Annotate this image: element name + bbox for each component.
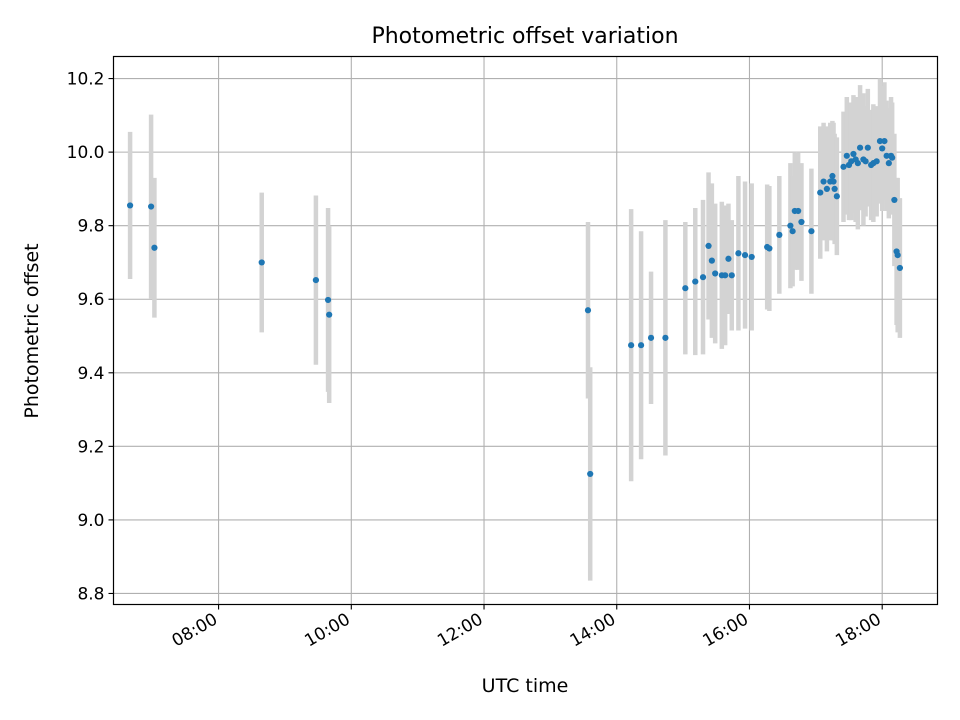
x-axis-ticks: 08:00 10:00 12:00 14:00 16:00 18:00 — [169, 604, 885, 652]
data-point — [682, 285, 689, 292]
data-point — [258, 259, 265, 266]
data-point — [798, 218, 805, 226]
data-point — [843, 152, 850, 159]
data-point — [808, 228, 815, 235]
data-point — [728, 272, 735, 279]
data-point — [708, 257, 715, 264]
data-point — [896, 264, 903, 272]
x-tick-label: 14:00 — [567, 610, 619, 652]
data-point — [856, 144, 864, 151]
data-point — [840, 163, 847, 170]
y-tick-label: 10.0 — [67, 143, 105, 163]
y-tick-label: 10.2 — [67, 70, 105, 90]
data-point — [850, 150, 857, 158]
data-point — [833, 193, 840, 200]
data-point — [854, 160, 861, 167]
data-point — [126, 202, 134, 209]
x-tick-label: 12:00 — [434, 610, 486, 652]
data-point — [885, 160, 892, 167]
data-point — [830, 178, 837, 185]
data-point — [787, 222, 794, 229]
data-point — [326, 311, 333, 318]
x-tick-label: 08:00 — [169, 610, 221, 652]
data-point — [831, 185, 838, 193]
data-point — [735, 250, 742, 257]
data-point — [699, 274, 707, 281]
plot-frame — [112, 55, 939, 606]
data-point — [881, 137, 888, 145]
data-point — [820, 178, 827, 185]
data-point — [862, 158, 869, 165]
data-point — [712, 270, 719, 277]
data-point — [741, 252, 749, 259]
data-point — [889, 154, 896, 161]
x-tick-label: 10:00 — [301, 610, 353, 652]
x-tick-label: 18:00 — [832, 610, 884, 652]
data-point — [584, 307, 592, 314]
data-point — [705, 242, 712, 250]
data-point — [628, 342, 635, 349]
x-axis-label: UTC time — [482, 675, 569, 697]
data-point — [776, 231, 783, 238]
data-point — [823, 185, 830, 193]
data-point — [324, 296, 332, 304]
x-tick-label: 16:00 — [700, 610, 752, 652]
data-point — [637, 342, 645, 349]
chart-title: Photometric offset variation — [371, 24, 678, 49]
data-point — [891, 196, 898, 204]
y-tick-label: 9.6 — [77, 290, 104, 310]
data-point — [795, 207, 802, 215]
y-axis-label: Photometric offset — [21, 243, 43, 418]
data-point — [766, 245, 773, 252]
data-point — [722, 272, 729, 279]
data-points — [126, 137, 903, 478]
data-point — [148, 203, 155, 210]
data-point — [894, 252, 901, 259]
error-bars — [127, 78, 903, 581]
data-point — [876, 137, 884, 145]
data-point — [789, 228, 796, 235]
y-axis-ticks: 8.8 9.0 9.2 9.4 9.6 9.8 10.0 10.2 — [67, 70, 114, 604]
grid-lines — [113, 56, 938, 605]
y-tick-label: 9.4 — [77, 364, 104, 384]
data-point — [151, 244, 158, 251]
data-point — [587, 470, 594, 478]
data-point — [662, 334, 669, 341]
data-point — [725, 255, 732, 262]
y-tick-label: 9.8 — [77, 217, 104, 237]
y-tick-label: 8.8 — [77, 584, 104, 604]
data-point — [692, 278, 699, 285]
y-tick-label: 9.2 — [77, 437, 104, 457]
y-tick-label: 9.0 — [77, 511, 104, 531]
data-point — [864, 144, 871, 151]
data-point — [748, 253, 755, 261]
data-point — [312, 277, 320, 284]
data-point — [873, 158, 880, 165]
data-point — [883, 152, 890, 159]
data-point — [647, 334, 655, 341]
data-point — [879, 145, 886, 152]
data-point — [817, 189, 824, 196]
data-point — [829, 172, 836, 180]
